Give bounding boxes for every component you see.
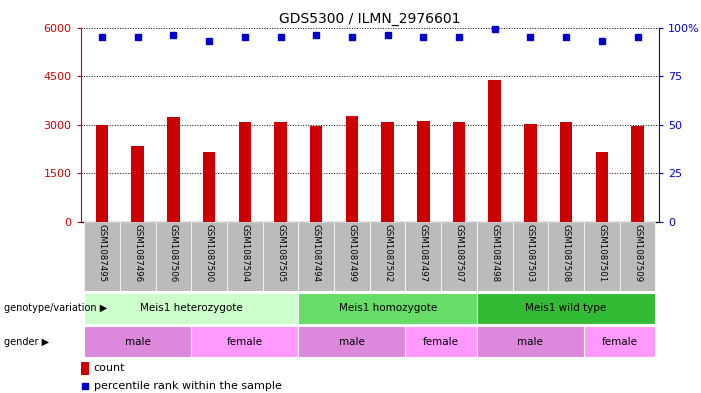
Bar	[620, 222, 655, 291]
Text: GSM1087503: GSM1087503	[526, 224, 535, 282]
Bar	[203, 152, 215, 222]
Bar	[405, 326, 477, 357]
Bar	[120, 222, 156, 291]
Text: gender ▶: gender ▶	[4, 336, 48, 347]
Bar	[274, 121, 287, 222]
Bar	[632, 126, 644, 222]
Text: GSM1087495: GSM1087495	[97, 224, 107, 282]
Text: Meis1 heterozygote: Meis1 heterozygote	[140, 303, 243, 313]
Text: GSM1087500: GSM1087500	[205, 224, 214, 282]
Bar	[596, 152, 608, 222]
Bar	[191, 222, 227, 291]
Text: GSM1087506: GSM1087506	[169, 224, 178, 282]
Bar	[405, 222, 441, 291]
Bar	[512, 222, 548, 291]
Bar	[524, 124, 537, 222]
Text: count: count	[94, 363, 125, 373]
Bar	[263, 222, 299, 291]
Text: GSM1087498: GSM1087498	[490, 224, 499, 282]
Bar	[477, 326, 584, 357]
Text: GSM1087508: GSM1087508	[562, 224, 571, 282]
Bar	[381, 122, 394, 222]
Bar	[84, 222, 120, 291]
Bar	[96, 125, 108, 222]
Text: GSM1087494: GSM1087494	[312, 224, 321, 282]
Bar	[227, 222, 263, 291]
Bar	[584, 326, 655, 357]
Text: GSM1087499: GSM1087499	[348, 224, 356, 282]
Title: GDS5300 / ILMN_2976601: GDS5300 / ILMN_2976601	[279, 13, 461, 26]
Bar	[489, 80, 501, 222]
Text: genotype/variation ▶: genotype/variation ▶	[4, 303, 107, 313]
Text: male: male	[125, 336, 151, 347]
Text: GSM1087497: GSM1087497	[418, 224, 428, 282]
Bar	[84, 326, 191, 357]
Bar	[370, 222, 405, 291]
Text: Meis1 wild type: Meis1 wild type	[526, 303, 607, 313]
Bar	[477, 293, 655, 323]
Bar	[310, 127, 322, 222]
Text: male: male	[339, 336, 365, 347]
Text: GSM1087507: GSM1087507	[454, 224, 463, 282]
Text: Meis1 homozygote: Meis1 homozygote	[339, 303, 437, 313]
Bar	[81, 362, 89, 375]
Bar	[548, 222, 584, 291]
Bar	[156, 222, 191, 291]
Bar	[334, 222, 370, 291]
Text: GSM1087496: GSM1087496	[133, 224, 142, 282]
Bar	[132, 146, 144, 222]
Text: female: female	[601, 336, 638, 347]
Bar	[299, 293, 477, 323]
Text: GSM1087501: GSM1087501	[597, 224, 606, 282]
Bar	[417, 121, 430, 222]
Bar	[453, 121, 465, 222]
Bar	[191, 326, 299, 357]
Text: female: female	[423, 336, 459, 347]
Text: GSM1087504: GSM1087504	[240, 224, 250, 282]
Bar	[84, 293, 299, 323]
Bar	[441, 222, 477, 291]
Bar	[299, 326, 405, 357]
Text: male: male	[517, 336, 543, 347]
Bar	[167, 117, 179, 222]
Bar	[477, 222, 512, 291]
Text: female: female	[227, 336, 263, 347]
Text: GSM1087502: GSM1087502	[383, 224, 392, 282]
Bar	[299, 222, 334, 291]
Text: GSM1087505: GSM1087505	[276, 224, 285, 282]
Text: GSM1087509: GSM1087509	[633, 224, 642, 282]
Text: percentile rank within the sample: percentile rank within the sample	[94, 381, 282, 391]
Bar	[584, 222, 620, 291]
Bar	[560, 121, 573, 222]
Bar	[346, 116, 358, 222]
Bar	[238, 122, 251, 222]
